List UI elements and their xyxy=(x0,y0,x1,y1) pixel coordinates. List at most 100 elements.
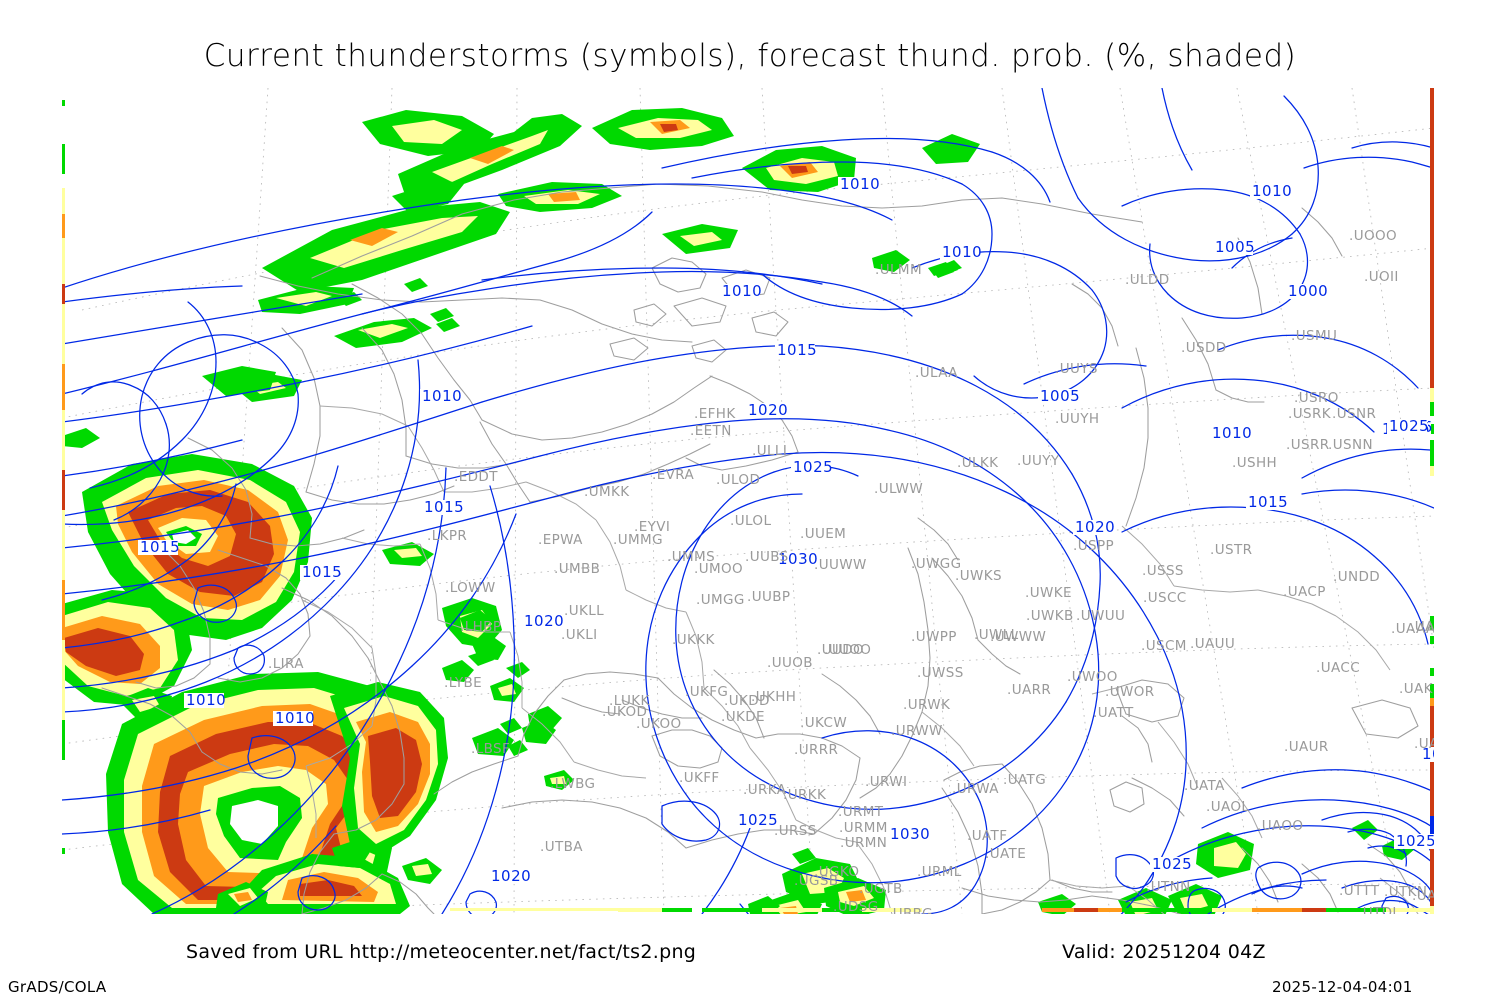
station-label: .ULOD xyxy=(716,472,760,488)
station-label: .USCM xyxy=(1141,638,1187,654)
station-label: .UTNN xyxy=(1146,879,1191,895)
station-label: .UUDO xyxy=(817,642,864,658)
edge-clipped-shading xyxy=(62,88,1434,914)
station-label: .UKLL xyxy=(564,603,604,619)
isobar-label: 1020 xyxy=(1075,518,1115,536)
station-label: .EETN xyxy=(690,423,732,439)
map-canvas[interactable]: 1010101010101010101010101010101010101005… xyxy=(62,88,1434,914)
station-label: .USRK xyxy=(1288,406,1332,422)
station-label: .UMBB xyxy=(554,561,600,577)
saved-from-url-text: Saved from URL http://meteocenter.net/fa… xyxy=(186,941,697,963)
station-label: .ULMM xyxy=(875,262,922,278)
station-label: .URWK xyxy=(903,697,951,713)
isobar-label: 1005 xyxy=(1215,238,1255,256)
station-label: .UGSB xyxy=(794,873,838,889)
station-label: .UUOB xyxy=(767,655,813,671)
station-label: .UKLI xyxy=(561,627,598,643)
isobar-label: 1020 xyxy=(748,401,788,419)
isobar-label-halo xyxy=(888,827,928,842)
station-label: .UATE xyxy=(985,846,1026,862)
isobar-label-halo xyxy=(489,869,529,884)
isobar-label: 1010 xyxy=(1252,182,1292,200)
station-label: .URSS xyxy=(774,823,817,839)
station-label: .UWKE xyxy=(1025,585,1072,601)
isobar-label-halo xyxy=(1394,834,1434,849)
isobar-label: 1010 xyxy=(186,691,226,709)
station-label: .URWI xyxy=(865,774,907,790)
isobar-label: 1025 xyxy=(1396,832,1434,850)
shading-region-aegean xyxy=(216,840,442,914)
valid-time-text: Valid: 20251204 04Z xyxy=(1062,941,1266,963)
isobar-label: 1025 xyxy=(1389,417,1429,435)
station-label: .LYBE xyxy=(444,675,482,691)
isobar-label-halo xyxy=(1420,747,1434,762)
isobar-label: 1010 xyxy=(275,709,315,727)
station-label: .UOII xyxy=(1364,269,1399,285)
station-label: .URMN xyxy=(840,835,887,851)
isobar-label: 1030 xyxy=(890,825,930,843)
station-label: .UKHH xyxy=(751,689,796,705)
station-label: .URMM xyxy=(839,820,888,836)
station-label: .ULWW xyxy=(874,481,923,497)
station-label: .UAAH xyxy=(1414,736,1434,752)
station-label: .UMGG xyxy=(696,592,745,608)
station-label: .UKDE xyxy=(721,709,765,725)
station-label: .USCC xyxy=(1143,590,1187,606)
isobar-label: 1005 xyxy=(1040,387,1080,405)
isobar-label-halo xyxy=(273,711,313,726)
station-label: .UATF xyxy=(967,828,1007,844)
station-label: .URRR xyxy=(794,742,838,758)
station-label: .USNN xyxy=(1328,437,1373,453)
station-label: .UKFG xyxy=(685,684,728,700)
isobar-label-halo xyxy=(422,500,462,515)
station-label: .UAUU xyxy=(1190,636,1235,652)
shading-region-scandinavia xyxy=(258,110,582,348)
station-label: .UKKK xyxy=(672,632,715,648)
station-label: .UUEM xyxy=(800,526,846,542)
station-label: .UACP xyxy=(1283,584,1326,600)
isobar-label-halo xyxy=(1150,857,1190,872)
isobar-label: 1025 xyxy=(738,811,778,829)
political-borders xyxy=(301,405,1419,914)
station-label: .UWGG xyxy=(911,556,961,572)
coastlines xyxy=(101,183,1419,914)
station-label: .UWKS xyxy=(955,568,1002,584)
page-title: Current thunderstorms (symbols), forecas… xyxy=(203,38,1297,74)
isobar-label: 1025 xyxy=(1422,745,1434,763)
isobar-label-halo xyxy=(791,460,831,475)
station-label: .UTTT xyxy=(1339,883,1380,899)
station-label: .UDSG xyxy=(833,899,879,914)
isobar-label-halo xyxy=(1210,426,1250,441)
station-label: .UWSS xyxy=(917,665,964,681)
station-label: .ULAA xyxy=(915,365,958,381)
isobar-label-halo xyxy=(1213,240,1253,255)
shading-region-east-small xyxy=(928,262,1416,860)
isobars xyxy=(62,88,1434,914)
station-label: .LOWW xyxy=(445,580,496,596)
station-label: .UATA xyxy=(1184,778,1225,794)
shading-region-blacksea xyxy=(500,706,562,756)
station-label: .LHBP xyxy=(460,619,501,635)
isobar-label: 1010 xyxy=(840,175,880,193)
station-label: .UAUR xyxy=(1284,739,1329,755)
station-label: .UOOO xyxy=(1349,228,1397,244)
station-label: .UTBA xyxy=(540,839,583,855)
isobar-label: 1010 xyxy=(722,282,762,300)
station-labels: .ULMM .EFHK.EETN .EVRA .EDDT .UMKK .ULLI .ULAA… xyxy=(268,228,1434,914)
station-label: .UASP xyxy=(1410,619,1434,635)
station-label: .UUYY xyxy=(1017,453,1060,469)
station-label: .LIRA xyxy=(268,656,304,672)
station-label: .UGKO xyxy=(814,864,859,880)
station-label: .UUYH xyxy=(1055,411,1099,427)
isobar-label-halo xyxy=(776,552,816,567)
station-label: .UWLL xyxy=(974,627,1019,643)
isobar-label: 1025 xyxy=(793,458,833,476)
station-label: .URWW xyxy=(891,723,943,739)
isobar-label-halo xyxy=(300,565,340,580)
station-label: .UAFO xyxy=(1412,888,1434,904)
station-label: .UATT xyxy=(1093,705,1134,721)
station-label: .USNR xyxy=(1332,406,1376,422)
station-label: .USRR xyxy=(1286,437,1330,453)
station-label: .UKOD xyxy=(602,704,647,720)
station-label: .UAKK xyxy=(1399,681,1434,697)
